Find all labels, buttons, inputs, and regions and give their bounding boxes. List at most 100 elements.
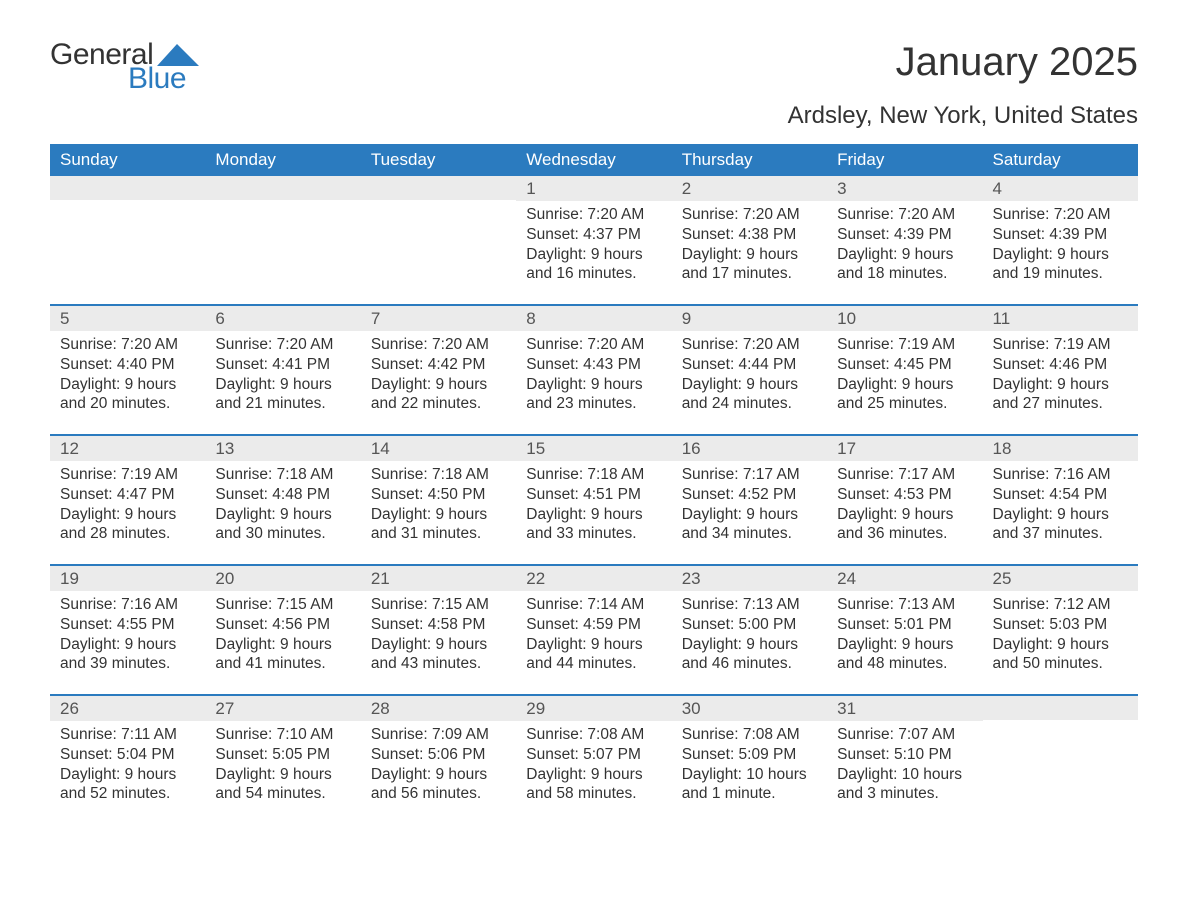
day-number: 30 (672, 696, 827, 721)
day-cell: 30Sunrise: 7:08 AMSunset: 5:09 PMDayligh… (672, 696, 827, 824)
day-cell (983, 696, 1138, 824)
day-line-dl2: and 20 minutes. (60, 394, 195, 414)
day-cell: 19Sunrise: 7:16 AMSunset: 4:55 PMDayligh… (50, 566, 205, 694)
day-line-sunrise: Sunrise: 7:20 AM (60, 335, 195, 355)
day-line-dl2: and 31 minutes. (371, 524, 506, 544)
day-line-dl1: Daylight: 9 hours (526, 505, 661, 525)
day-line-dl1: Daylight: 9 hours (682, 245, 817, 265)
day-line-sunset: Sunset: 4:52 PM (682, 485, 817, 505)
day-line-sunset: Sunset: 5:05 PM (215, 745, 350, 765)
day-line-dl2: and 21 minutes. (215, 394, 350, 414)
day-line-sunrise: Sunrise: 7:18 AM (371, 465, 506, 485)
day-number: 28 (361, 696, 516, 721)
day-cell: 13Sunrise: 7:18 AMSunset: 4:48 PMDayligh… (205, 436, 360, 564)
day-line-sunset: Sunset: 5:03 PM (993, 615, 1128, 635)
day-number: 16 (672, 436, 827, 461)
day-body: Sunrise: 7:20 AMSunset: 4:43 PMDaylight:… (516, 331, 671, 422)
day-body: Sunrise: 7:14 AMSunset: 4:59 PMDaylight:… (516, 591, 671, 682)
day-line-dl1: Daylight: 9 hours (526, 635, 661, 655)
day-cell: 8Sunrise: 7:20 AMSunset: 4:43 PMDaylight… (516, 306, 671, 434)
day-line-sunset: Sunset: 4:41 PM (215, 355, 350, 375)
header-region: General Blue January 2025 (50, 40, 1138, 94)
day-line-dl2: and 30 minutes. (215, 524, 350, 544)
day-line-sunrise: Sunrise: 7:18 AM (526, 465, 661, 485)
day-number: 20 (205, 566, 360, 591)
logo-text-blue: Blue (128, 64, 199, 94)
day-line-sunrise: Sunrise: 7:13 AM (837, 595, 972, 615)
day-line-dl1: Daylight: 9 hours (837, 245, 972, 265)
day-line-dl1: Daylight: 9 hours (526, 375, 661, 395)
day-cell: 16Sunrise: 7:17 AMSunset: 4:52 PMDayligh… (672, 436, 827, 564)
day-number: 8 (516, 306, 671, 331)
day-line-sunrise: Sunrise: 7:15 AM (371, 595, 506, 615)
day-cell: 3Sunrise: 7:20 AMSunset: 4:39 PMDaylight… (827, 176, 982, 304)
day-body: Sunrise: 7:17 AMSunset: 4:52 PMDaylight:… (672, 461, 827, 552)
day-cell: 9Sunrise: 7:20 AMSunset: 4:44 PMDaylight… (672, 306, 827, 434)
day-line-dl2: and 48 minutes. (837, 654, 972, 674)
day-line-sunset: Sunset: 4:45 PM (837, 355, 972, 375)
day-line-dl2: and 24 minutes. (682, 394, 817, 414)
day-line-sunset: Sunset: 4:58 PM (371, 615, 506, 635)
day-line-sunrise: Sunrise: 7:20 AM (682, 335, 817, 355)
day-line-sunrise: Sunrise: 7:20 AM (371, 335, 506, 355)
day-body: Sunrise: 7:20 AMSunset: 4:40 PMDaylight:… (50, 331, 205, 422)
day-cell: 10Sunrise: 7:19 AMSunset: 4:45 PMDayligh… (827, 306, 982, 434)
day-line-dl1: Daylight: 9 hours (215, 375, 350, 395)
day-line-sunrise: Sunrise: 7:08 AM (526, 725, 661, 745)
day-line-dl2: and 16 minutes. (526, 264, 661, 284)
day-line-dl1: Daylight: 9 hours (993, 505, 1128, 525)
day-line-dl1: Daylight: 10 hours (682, 765, 817, 785)
day-cell (205, 176, 360, 304)
day-line-sunset: Sunset: 4:55 PM (60, 615, 195, 635)
day-cell: 2Sunrise: 7:20 AMSunset: 4:38 PMDaylight… (672, 176, 827, 304)
day-line-sunrise: Sunrise: 7:20 AM (837, 205, 972, 225)
day-cell: 7Sunrise: 7:20 AMSunset: 4:42 PMDaylight… (361, 306, 516, 434)
day-number: 26 (50, 696, 205, 721)
day-body: Sunrise: 7:19 AMSunset: 4:46 PMDaylight:… (983, 331, 1138, 422)
day-line-sunset: Sunset: 5:06 PM (371, 745, 506, 765)
day-line-dl2: and 23 minutes. (526, 394, 661, 414)
day-line-dl2: and 58 minutes. (526, 784, 661, 804)
day-body: Sunrise: 7:11 AMSunset: 5:04 PMDaylight:… (50, 721, 205, 812)
day-header: Thursday (672, 144, 827, 176)
day-line-dl1: Daylight: 9 hours (371, 375, 506, 395)
day-body: Sunrise: 7:18 AMSunset: 4:48 PMDaylight:… (205, 461, 360, 552)
day-line-sunset: Sunset: 4:38 PM (682, 225, 817, 245)
day-number: 18 (983, 436, 1138, 461)
day-cell: 14Sunrise: 7:18 AMSunset: 4:50 PMDayligh… (361, 436, 516, 564)
day-line-sunrise: Sunrise: 7:13 AM (682, 595, 817, 615)
day-line-sunrise: Sunrise: 7:19 AM (993, 335, 1128, 355)
day-line-sunrise: Sunrise: 7:17 AM (682, 465, 817, 485)
day-line-dl2: and 52 minutes. (60, 784, 195, 804)
day-body: Sunrise: 7:16 AMSunset: 4:55 PMDaylight:… (50, 591, 205, 682)
calendar-header-row: SundayMondayTuesdayWednesdayThursdayFrid… (50, 144, 1138, 176)
day-number: 17 (827, 436, 982, 461)
day-cell: 18Sunrise: 7:16 AMSunset: 4:54 PMDayligh… (983, 436, 1138, 564)
day-cell: 22Sunrise: 7:14 AMSunset: 4:59 PMDayligh… (516, 566, 671, 694)
day-line-sunrise: Sunrise: 7:20 AM (526, 335, 661, 355)
day-number (50, 176, 205, 200)
day-header: Friday (827, 144, 982, 176)
day-number (205, 176, 360, 200)
day-cell: 25Sunrise: 7:12 AMSunset: 5:03 PMDayligh… (983, 566, 1138, 694)
day-header: Sunday (50, 144, 205, 176)
day-number (983, 696, 1138, 720)
day-line-dl2: and 37 minutes. (993, 524, 1128, 544)
day-number: 2 (672, 176, 827, 201)
day-line-dl2: and 1 minute. (682, 784, 817, 804)
day-line-dl2: and 28 minutes. (60, 524, 195, 544)
day-line-sunset: Sunset: 4:56 PM (215, 615, 350, 635)
day-line-sunset: Sunset: 4:46 PM (993, 355, 1128, 375)
day-line-sunset: Sunset: 4:42 PM (371, 355, 506, 375)
day-line-dl1: Daylight: 9 hours (993, 245, 1128, 265)
day-line-sunset: Sunset: 5:00 PM (682, 615, 817, 635)
day-cell: 20Sunrise: 7:15 AMSunset: 4:56 PMDayligh… (205, 566, 360, 694)
day-number (361, 176, 516, 200)
day-line-dl2: and 54 minutes. (215, 784, 350, 804)
day-cell: 21Sunrise: 7:15 AMSunset: 4:58 PMDayligh… (361, 566, 516, 694)
day-line-sunset: Sunset: 5:10 PM (837, 745, 972, 765)
day-line-sunset: Sunset: 4:40 PM (60, 355, 195, 375)
day-line-dl2: and 36 minutes. (837, 524, 972, 544)
day-line-sunset: Sunset: 4:37 PM (526, 225, 661, 245)
day-number: 10 (827, 306, 982, 331)
